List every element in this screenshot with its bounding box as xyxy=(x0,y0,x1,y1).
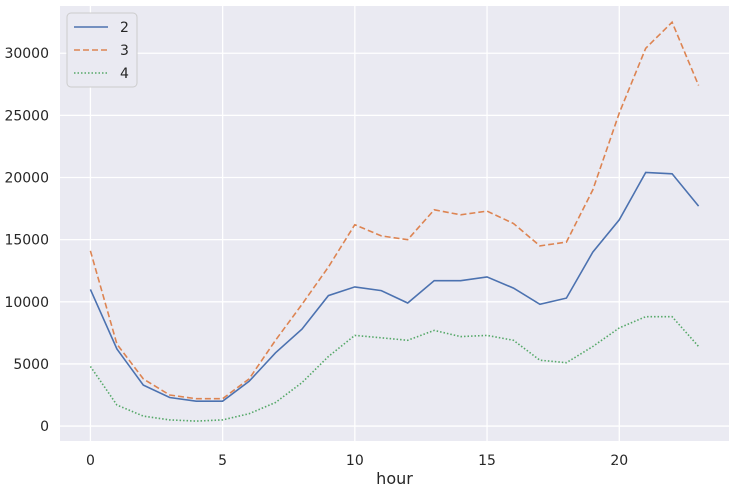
series-lines xyxy=(89,20,700,422)
y-tick-label: 5000 xyxy=(13,357,49,373)
x-tick-label: 20 xyxy=(610,453,628,469)
x-tick-label: 15 xyxy=(478,453,496,469)
y-tick-label: 0 xyxy=(40,419,49,435)
y-tick-label: 10000 xyxy=(4,295,49,311)
y-tick-label: 15000 xyxy=(4,233,49,249)
x-axis-label: hour xyxy=(376,469,413,488)
series-line-4 xyxy=(89,315,700,422)
legend-label-4: 4 xyxy=(120,66,129,82)
legend-label-2: 2 xyxy=(120,20,129,36)
x-tick-label: 0 xyxy=(86,453,95,469)
y-tick-label: 30000 xyxy=(4,46,49,62)
y-tick-label: 25000 xyxy=(4,108,49,124)
legend: 2 3 4 xyxy=(66,12,138,88)
x-tick-label: 5 xyxy=(218,453,227,469)
series-line-2 xyxy=(89,171,700,403)
watermark-text: https://blog.csdn.net/weixin_49231355 xyxy=(431,462,724,481)
plot-background xyxy=(60,6,729,441)
series-line-3 xyxy=(89,20,700,400)
y-tick-labels: 0 5000 10000 15000 20000 25000 30000 xyxy=(4,46,49,435)
grid-lines xyxy=(60,6,729,441)
legend-label-3: 3 xyxy=(120,43,129,59)
y-tick-label: 20000 xyxy=(4,171,49,187)
x-tick-label: 10 xyxy=(346,453,364,469)
x-tick-labels: 0 5 10 15 20 xyxy=(86,453,628,469)
